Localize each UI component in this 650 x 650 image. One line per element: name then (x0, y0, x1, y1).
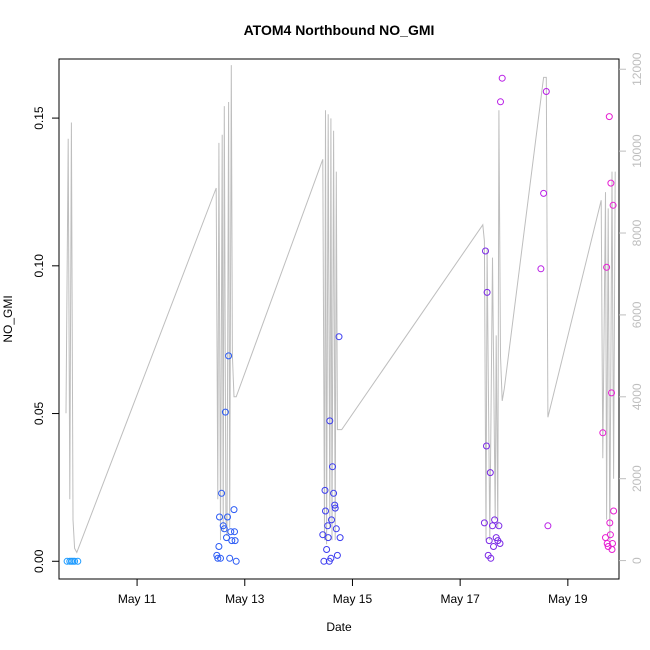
data-point (487, 554, 495, 562)
data-point (224, 513, 231, 521)
data-point (331, 501, 339, 509)
data-point (330, 489, 338, 497)
data-point (498, 74, 506, 82)
data-point (214, 554, 222, 562)
x-tick-label: May 15 (333, 592, 373, 606)
y-tick-label: 0.10 (32, 254, 46, 278)
data-point (496, 540, 504, 547)
data-point (486, 469, 494, 477)
altitude-line (65, 65, 616, 554)
y2-tick-label: 6000 (630, 301, 644, 328)
y-axis-left: 0.00 0.05 0.10 0.15 (32, 106, 59, 573)
data-point (324, 534, 332, 542)
data-point (223, 534, 230, 542)
data-point (483, 288, 491, 296)
data-point (606, 531, 614, 539)
data-point (331, 504, 339, 512)
data-point (603, 540, 611, 547)
data-point (480, 519, 488, 527)
data-point (326, 417, 334, 425)
data-point (485, 537, 493, 545)
x-tick-label: May 17 (440, 592, 480, 606)
data-point (605, 113, 613, 121)
x-axis: May 11 May 13 May 15 May 17 May 19 (118, 579, 588, 606)
data-point (482, 247, 489, 255)
y-tick-label: 0.15 (32, 106, 46, 130)
altitude-line-layer (65, 65, 616, 554)
data-point (221, 408, 229, 416)
data-point (336, 534, 344, 542)
data-point (332, 525, 340, 533)
data-point (327, 554, 335, 562)
y2-tick-label: 0 (630, 557, 644, 564)
y2-tick-label: 4000 (630, 383, 644, 410)
data-point (491, 516, 499, 524)
data-point (321, 486, 329, 494)
data-point (609, 201, 617, 209)
data-point (609, 540, 616, 547)
data-point (217, 554, 224, 562)
data-point (227, 528, 235, 536)
data-point (319, 531, 327, 539)
data-point (231, 528, 238, 536)
data-point (323, 546, 331, 553)
data-point (328, 516, 335, 524)
data-point (608, 389, 615, 397)
data-point (610, 507, 618, 515)
y2-tick-label: 12000 (630, 52, 644, 86)
data-point (228, 537, 236, 545)
y2-tick-label: 8000 (630, 219, 644, 246)
data-point (219, 522, 227, 530)
y-tick-label: 0.05 (32, 401, 46, 425)
data-point (232, 557, 240, 565)
data-point (329, 463, 336, 471)
data-point (495, 522, 503, 530)
data-point (490, 543, 497, 550)
y2-tick-label: 10000 (630, 134, 644, 168)
data-point (599, 429, 607, 437)
y-tick-label: 0.00 (32, 549, 46, 573)
data-point (74, 557, 82, 565)
data-point (540, 189, 548, 197)
x-tick-label: May 13 (225, 592, 265, 606)
data-point (537, 265, 545, 273)
data-point (324, 522, 332, 530)
y-axis-label: NO_GMI (1, 295, 15, 342)
data-point (333, 551, 341, 559)
data-point (226, 554, 234, 562)
data-point (603, 263, 611, 271)
y2-tick-label: 2000 (630, 465, 644, 492)
data-point (320, 557, 328, 565)
x-tick-label: May 19 (548, 592, 588, 606)
data-point (230, 506, 238, 514)
data-point (220, 525, 228, 533)
data-point (225, 352, 233, 360)
data-point (483, 442, 490, 450)
data-point (218, 489, 226, 497)
data-point (231, 537, 239, 545)
plot-frame (58, 58, 620, 580)
data-point (542, 88, 550, 95)
data-point (71, 557, 79, 565)
points-layer (63, 74, 618, 565)
data-point (607, 179, 615, 187)
y-axis-right: 0 2000 4000 6000 8000 10000 12000 (619, 52, 644, 564)
data-point (606, 519, 614, 527)
x-tick-label: May 11 (118, 592, 157, 606)
chart-title: ATOM4 Northbound NO_GMI (244, 22, 435, 38)
data-point (335, 333, 343, 341)
data-point (322, 507, 329, 515)
data-point (215, 543, 223, 550)
data-point (497, 98, 504, 106)
x-axis-label: Date (326, 620, 352, 634)
data-point (216, 513, 223, 521)
data-point (544, 522, 552, 530)
